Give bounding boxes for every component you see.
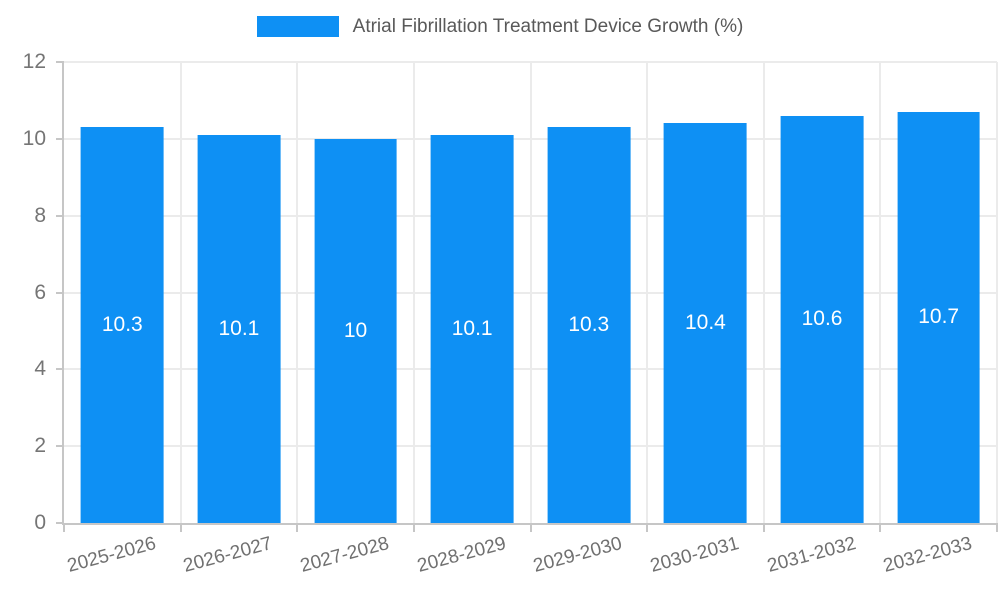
- bar-value-label: 10: [343, 318, 368, 342]
- x-category-cell: 2031-2032: [762, 527, 879, 597]
- bar[interactable]: 10: [314, 138, 397, 523]
- x-tick-label: 2031-2032: [764, 533, 858, 577]
- y-tick-label: 8: [34, 203, 46, 227]
- bar[interactable]: 10.3: [80, 127, 164, 523]
- bar[interactable]: 10.1: [430, 135, 514, 523]
- x-tick-mark: [996, 523, 998, 532]
- x-tick-label: 2029-2030: [531, 533, 625, 577]
- y-tick-mark: [56, 368, 64, 371]
- x-grid-line: [646, 62, 649, 523]
- bar-value-label: 10.4: [684, 311, 726, 335]
- bar-value-label: 10.1: [451, 317, 493, 340]
- x-tick-mark: [879, 523, 882, 532]
- y-tick-mark: [56, 137, 64, 140]
- y-tick-label: 6: [34, 280, 46, 304]
- x-category-cell: 2030-2031: [645, 527, 762, 597]
- x-axis: 2025-2026 2026-2027 2027-2028 2028-2029 2029…: [62, 527, 995, 597]
- x-category-cell: 2027-2028: [295, 527, 412, 597]
- x-grid-line: [412, 62, 415, 523]
- bar[interactable]: 10.1: [197, 135, 281, 523]
- x-tick-mark: [529, 523, 532, 532]
- bar-value-label: 10.3: [568, 313, 610, 337]
- plot-area: 10.3 10.1 10 10.1 10.3 10.4 10.6 10.7: [56, 61, 998, 532]
- x-grid-line: [296, 62, 299, 523]
- x-grid-line: [996, 62, 998, 523]
- x-tick-mark: [646, 523, 649, 532]
- x-tick-mark: [412, 523, 415, 532]
- x-tick-label: 2032-2033: [881, 533, 975, 577]
- y-tick-mark: [56, 214, 64, 217]
- y-tick-mark: [56, 445, 64, 448]
- bar-column: 10.7: [880, 62, 997, 523]
- bar-column: 10.1: [414, 62, 531, 523]
- bar[interactable]: 10.4: [664, 123, 747, 523]
- legend[interactable]: Atrial Fibrillation Treatment Device Gro…: [0, 16, 1000, 37]
- x-category-cell: 2032-2033: [878, 527, 995, 597]
- bar-value-label: 10.6: [801, 307, 843, 331]
- x-category-cell: 2025-2026: [62, 527, 179, 597]
- legend-label: Atrial Fibrillation Treatment Device Gro…: [352, 16, 744, 37]
- bar-column: 10.1: [181, 62, 298, 523]
- bar-column: 10: [297, 62, 414, 523]
- x-grid-line: [762, 62, 765, 523]
- x-grid-line: [179, 62, 182, 523]
- bar[interactable]: 10.3: [547, 127, 631, 523]
- x-tick-mark: [762, 523, 765, 532]
- x-category-cell: 2029-2030: [529, 527, 646, 597]
- y-tick-label: 2: [34, 434, 46, 458]
- bar-value-label: 10.3: [101, 313, 143, 337]
- bar-value-label: 10.1: [218, 317, 260, 340]
- y-tick-label: 4: [34, 357, 46, 381]
- y-tick-mark: [56, 61, 64, 63]
- legend-swatch: [256, 16, 339, 37]
- bar[interactable]: 10.7: [897, 111, 981, 523]
- bar-column: 10.6: [764, 62, 881, 523]
- bar-column: 10.4: [647, 62, 764, 523]
- bar-column: 10.3: [531, 62, 648, 523]
- x-tick-label: 2026-2027: [181, 533, 275, 577]
- x-tick-label: 2030-2031: [647, 533, 742, 577]
- y-tick-mark: [56, 522, 64, 524]
- x-tick-label: 2025-2026: [64, 533, 159, 577]
- x-tick-label: 2028-2029: [414, 533, 508, 577]
- x-category-cell: 2026-2027: [179, 527, 296, 597]
- x-grid-line: [529, 62, 532, 523]
- y-tick-label: 0: [34, 511, 46, 534]
- bar-value-label: 10.7: [918, 305, 960, 329]
- y-tick-label: 10: [22, 126, 46, 150]
- x-tick-mark: [296, 523, 299, 532]
- x-tick-mark: [63, 523, 65, 532]
- bar-column: 10.3: [64, 62, 181, 523]
- x-category-cell: 2028-2029: [412, 527, 529, 597]
- y-tick-mark: [56, 291, 64, 294]
- x-grid-line: [879, 62, 882, 523]
- x-tick-label: 2027-2028: [298, 533, 392, 577]
- y-axis: 0 2 4 6 8 10 12: [0, 50, 52, 534]
- y-tick-label: 12: [22, 50, 46, 73]
- bar[interactable]: 10.6: [780, 115, 864, 523]
- x-tick-mark: [179, 523, 182, 532]
